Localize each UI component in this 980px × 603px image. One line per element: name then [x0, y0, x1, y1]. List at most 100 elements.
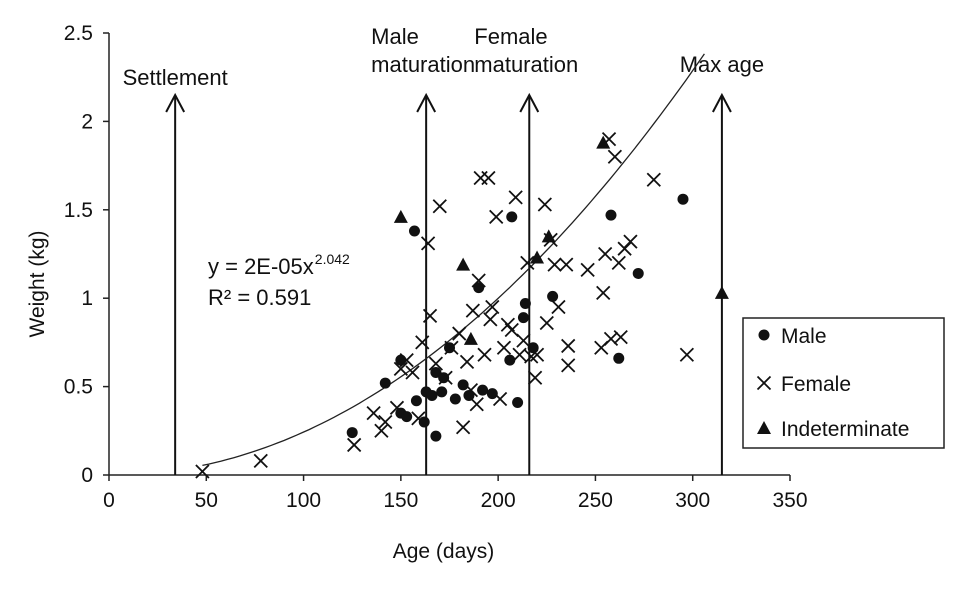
female-point [428, 356, 444, 371]
female-point [415, 335, 430, 350]
indeterminate-point [596, 135, 611, 149]
x-stroke [459, 354, 475, 369]
female-point [504, 322, 519, 338]
y-tick-label: 0 [81, 464, 93, 487]
axes: 0 50 100 150 200 250 300 350 0 0.5 1 1.5 2 2.5 Age (da… [26, 22, 808, 563]
x-stroke [469, 397, 484, 412]
legend-female-marker [756, 375, 772, 391]
female-point [611, 255, 626, 270]
female-point [393, 361, 408, 377]
annotation-label: Max age [680, 52, 764, 77]
x-stroke [756, 375, 772, 391]
female-point [481, 170, 496, 186]
female-point [496, 340, 512, 355]
male-point [527, 342, 539, 354]
male-point [512, 397, 524, 409]
annotation-label: maturation [474, 52, 578, 77]
trendline-exponent: 2.042 [315, 251, 350, 267]
x-stroke [613, 329, 628, 345]
female-point [420, 236, 436, 251]
trendline-group [202, 53, 705, 467]
female-point [547, 257, 562, 272]
data-points [195, 131, 729, 479]
female-point [596, 285, 611, 301]
x-stroke [347, 437, 362, 453]
male-point [632, 267, 644, 279]
female-point [646, 172, 661, 187]
female-point [455, 420, 471, 435]
indeterminate-point [393, 209, 408, 223]
x-stroke [465, 303, 480, 318]
y-tick-label: 2.5 [64, 22, 93, 45]
female-point [253, 453, 268, 468]
legend-label: Indeterminate [781, 418, 909, 441]
male-point [401, 411, 413, 423]
female-point [539, 315, 554, 331]
x-tick-label: 300 [675, 489, 710, 512]
x-axis-title: Age (days) [393, 540, 495, 563]
equation-group: y = 2E-05x 2.042 R² = 0.591 [208, 251, 350, 310]
x-stroke [463, 382, 479, 398]
x-stroke [483, 312, 498, 327]
annotation-label: Settlement [123, 65, 228, 90]
x-stroke [539, 315, 554, 331]
x-stroke [253, 453, 268, 468]
legend-box [742, 317, 945, 449]
female-point [405, 365, 420, 380]
trendline [202, 53, 705, 467]
male-point [410, 395, 422, 407]
male-point [430, 366, 442, 378]
x-stroke [496, 340, 512, 355]
male-point [605, 209, 617, 221]
female-point [347, 437, 362, 453]
female-point [374, 423, 389, 438]
x-stroke [504, 322, 519, 338]
x-stroke [607, 149, 623, 164]
male-point [519, 298, 531, 310]
male-point [346, 427, 358, 439]
male-point [408, 225, 420, 237]
x-stroke [598, 246, 613, 262]
female-point [366, 405, 381, 421]
x-stroke [603, 331, 619, 347]
x-stroke [520, 255, 535, 270]
indeterminate-point [456, 257, 471, 271]
x-stroke [438, 370, 453, 385]
female-point [623, 234, 638, 249]
x-tick-label: 100 [286, 489, 321, 512]
female-point [607, 149, 623, 164]
x-stroke [195, 464, 210, 479]
female-point [561, 338, 576, 354]
x-stroke [516, 333, 531, 348]
trendline-equation: y = 2E-05x [208, 254, 314, 279]
y-tick-label: 0.5 [64, 376, 93, 399]
x-stroke [405, 365, 420, 380]
x-tick-label: 350 [772, 489, 807, 512]
y-tick-label: 1 [81, 287, 93, 310]
legend-label: Female [781, 373, 851, 396]
female-point [512, 347, 527, 362]
indeterminate-point [530, 250, 545, 264]
female-point [452, 326, 467, 341]
x-stroke [559, 257, 574, 272]
male-point [449, 393, 461, 405]
female-point [411, 411, 426, 426]
x-stroke [428, 356, 444, 371]
x-stroke [611, 255, 626, 270]
female-point [561, 358, 576, 373]
x-stroke [374, 423, 389, 438]
female-point [195, 464, 210, 479]
female-point [485, 299, 500, 315]
female-point [527, 370, 543, 385]
x-stroke [580, 262, 595, 278]
indeterminate-point [541, 229, 556, 243]
x-stroke [432, 199, 447, 214]
legend-male-marker [758, 329, 770, 341]
x-tick-label: 200 [481, 489, 516, 512]
annotation-arrowhead [416, 92, 437, 113]
male-point [486, 388, 498, 400]
x-stroke [527, 370, 543, 385]
male-point [517, 312, 529, 324]
female-point [679, 347, 695, 362]
x-stroke [537, 197, 552, 212]
